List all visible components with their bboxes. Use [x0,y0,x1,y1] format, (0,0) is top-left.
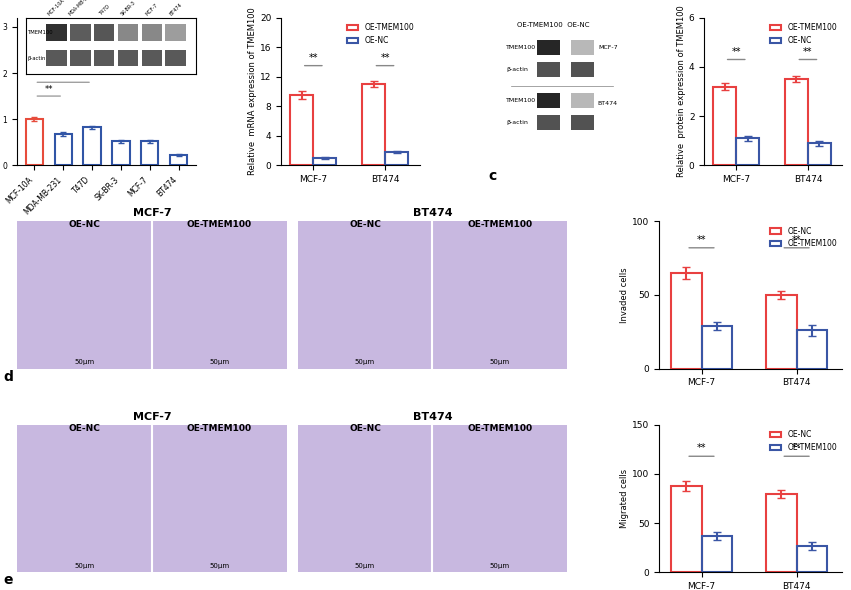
Bar [766,295,797,369]
Bar [313,158,336,165]
Bar [170,155,187,165]
Legend: OE-TMEM100, OE-NC: OE-TMEM100, OE-NC [768,21,839,47]
Text: OE-NC: OE-NC [69,220,100,229]
Text: **: ** [309,53,318,63]
Bar [797,546,827,572]
Text: OE-NC: OE-NC [69,424,100,432]
Bar [571,40,594,55]
Bar [671,273,701,369]
Text: 50μm: 50μm [209,359,230,365]
Bar [571,62,594,77]
Bar [112,141,129,165]
Text: OE-NC: OE-NC [349,220,381,229]
Bar [701,536,732,572]
Legend: OE-NC, OE-TMEM100: OE-NC, OE-TMEM100 [768,428,839,454]
Text: OE-TMEM100: OE-TMEM100 [467,424,533,432]
Text: BT474: BT474 [597,101,618,106]
Text: OE-TMEM100  OE-NC: OE-TMEM100 OE-NC [517,22,589,28]
Bar [537,40,560,55]
Text: 50μm: 50μm [355,359,375,365]
Text: TMEM100: TMEM100 [506,45,536,50]
Y-axis label: Relative  mRNA expression of TMEM100: Relative mRNA expression of TMEM100 [248,8,257,175]
Bar [385,152,408,165]
Text: OE-TMEM100: OE-TMEM100 [467,220,533,229]
Text: d: d [3,369,14,384]
Text: **: ** [59,71,67,80]
Text: 50μm: 50μm [74,563,94,569]
Y-axis label: Invaded cells: Invaded cells [620,267,629,323]
Bar [701,326,732,369]
Bar [808,143,831,165]
Text: BT474: BT474 [413,412,452,422]
Text: β-actin: β-actin [506,120,528,125]
Text: **: ** [88,43,96,53]
Bar [736,138,759,165]
Bar [290,95,313,165]
Text: BT474: BT474 [413,208,452,218]
Text: β-actin: β-actin [506,67,528,72]
Text: **: ** [732,47,741,57]
Text: **: ** [792,235,802,245]
Text: **: ** [102,30,111,38]
Legend: OE-TMEM100, OE-NC: OE-TMEM100, OE-NC [346,21,416,47]
Y-axis label: Relative  protein expression of TMEM100: Relative protein expression of TMEM100 [677,5,686,178]
Text: OE-NC: OE-NC [349,424,381,432]
Text: MCF-7: MCF-7 [133,208,171,218]
Bar [362,84,385,165]
Bar [537,93,560,107]
Text: 50μm: 50μm [355,563,375,569]
Bar [83,127,100,165]
Bar [54,134,71,165]
Bar [797,330,827,369]
Text: **: ** [73,57,82,66]
Text: 50μm: 50μm [490,359,510,365]
Bar [537,115,560,130]
Text: MCF-7: MCF-7 [133,412,171,422]
Bar [785,79,808,165]
Text: **: ** [803,47,813,57]
Legend: OE-NC, OE-TMEM100: OE-NC, OE-TMEM100 [768,225,839,250]
Text: 50μm: 50μm [74,359,94,365]
Text: MCF-7: MCF-7 [598,45,618,50]
Text: e: e [3,573,13,587]
Bar [571,93,594,107]
Text: **: ** [792,443,802,453]
Bar [537,62,560,77]
Bar [713,87,736,165]
Text: TMEM100: TMEM100 [506,98,536,103]
Y-axis label: Migrated cells: Migrated cells [620,469,629,528]
Text: c: c [488,169,496,183]
Bar [671,486,701,572]
Text: b: b [233,221,243,235]
Text: **: ** [697,443,706,453]
Bar [141,141,158,165]
Text: 50μm: 50μm [209,563,230,569]
Text: **: ** [697,235,706,245]
Bar [26,119,43,165]
Text: OE-TMEM100: OE-TMEM100 [186,220,252,229]
Text: **: ** [380,53,390,63]
Bar [766,494,797,572]
Text: 50μm: 50μm [490,563,510,569]
Bar [571,115,594,130]
Text: OE-TMEM100: OE-TMEM100 [186,424,252,432]
Text: **: ** [44,85,53,94]
